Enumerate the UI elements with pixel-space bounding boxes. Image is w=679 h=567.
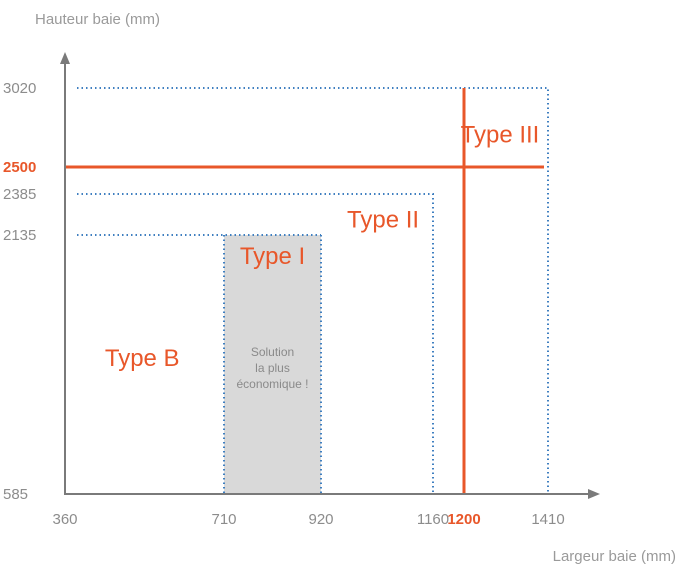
y-tick-label: 2500 xyxy=(3,159,36,176)
x-tick-label: 1410 xyxy=(531,511,564,528)
y-tick-label: 2135 xyxy=(3,227,36,244)
x-tick-label: 1160 xyxy=(417,511,449,528)
type-i-shaded-area xyxy=(224,235,321,494)
type-i-note-line: économique ! xyxy=(236,377,308,391)
type-ii-label: Type II xyxy=(347,207,419,234)
type-i-note-line: la plus xyxy=(255,361,290,375)
type-ii-boundary xyxy=(77,193,434,494)
y-tick-label: 3020 xyxy=(3,80,36,97)
type-i-note-line: Solution xyxy=(251,345,294,359)
x-axis-arrow-icon xyxy=(588,489,600,499)
x-tick-label: 1200 xyxy=(447,511,480,528)
type-i-label: Type I xyxy=(240,243,305,270)
y-tick-label: 585 xyxy=(3,486,28,503)
dotted-boundaries xyxy=(77,87,549,494)
axes xyxy=(60,52,600,499)
y-axis-title: Hauteur baie (mm) xyxy=(35,11,160,28)
x-axis-title: Largeur baie (mm) xyxy=(553,548,676,565)
region-labels: Type B Type I Solution la plus économique ! T… xyxy=(105,122,539,391)
x-tick-label: 710 xyxy=(211,511,236,528)
limit-lines xyxy=(65,88,544,494)
y-tick-label: 2385 xyxy=(3,186,36,203)
type-iii-label: Type III xyxy=(461,122,540,149)
x-tick-label: 360 xyxy=(52,511,77,528)
x-tick-label: 920 xyxy=(308,511,333,528)
type-b-label: Type B xyxy=(105,345,180,372)
shaded-regions xyxy=(224,235,321,494)
y-axis-arrow-icon xyxy=(60,52,70,64)
